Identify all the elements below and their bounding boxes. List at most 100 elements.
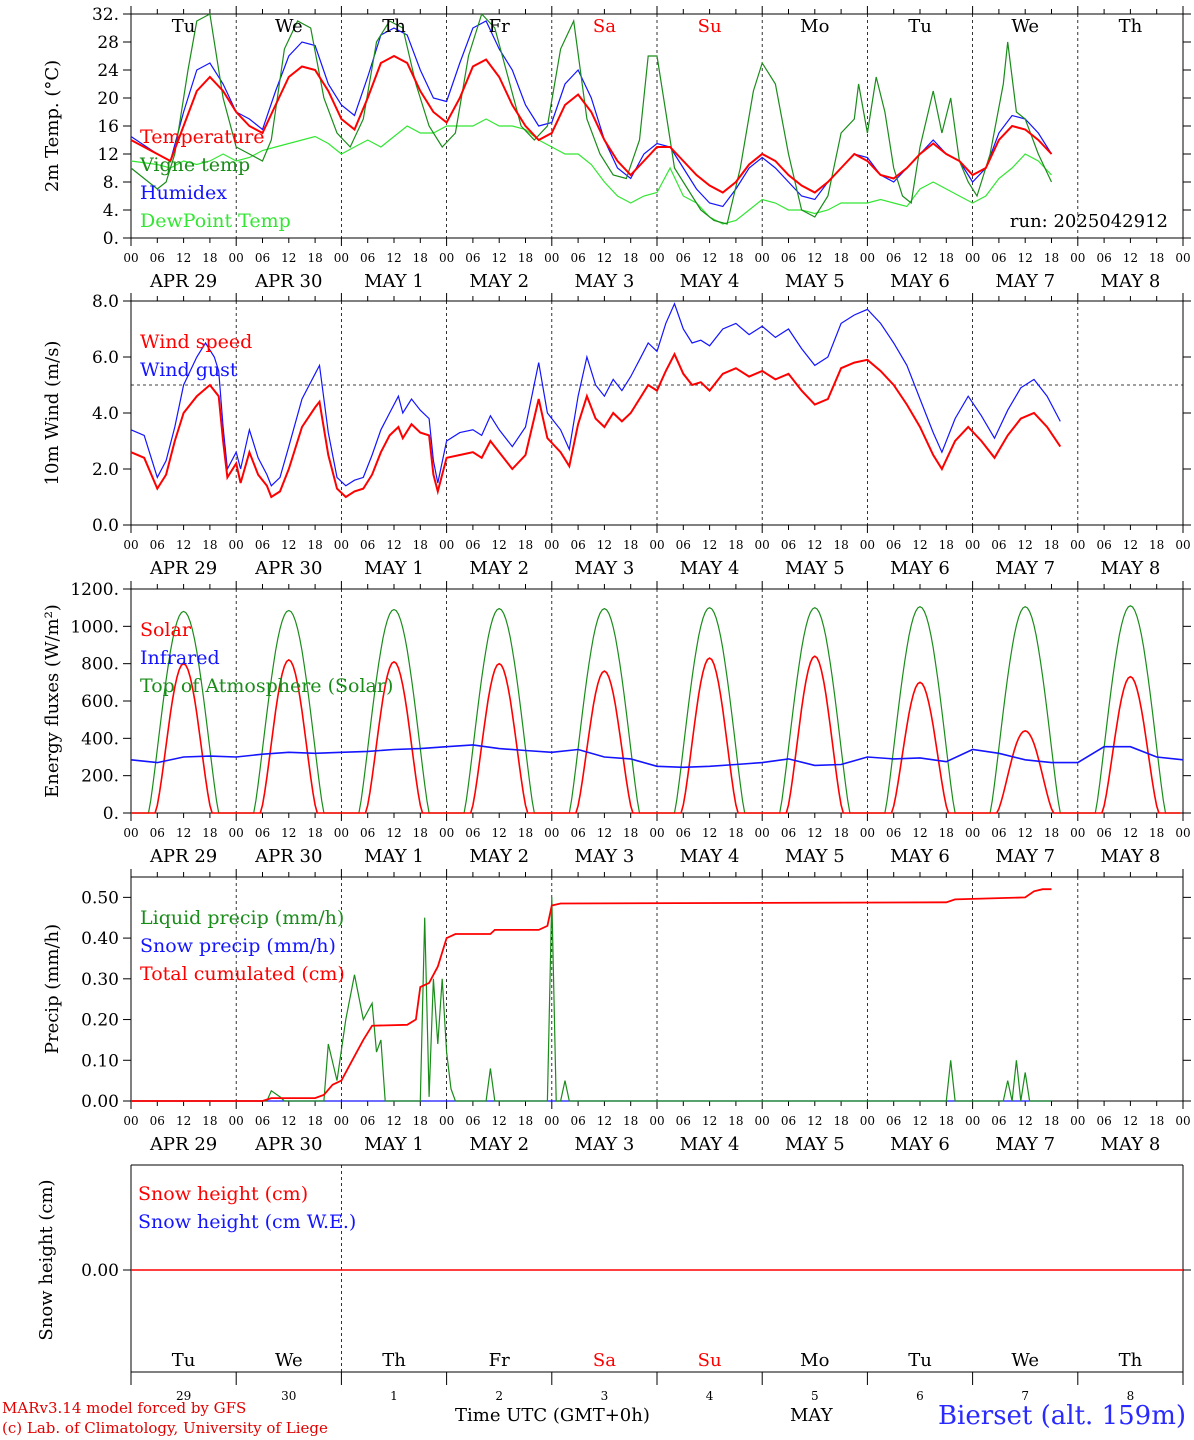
weekday-label: Th [382,16,406,37]
hour-tick-label: 12 [1123,251,1138,265]
hour-tick-label: 06 [1096,1114,1111,1128]
hour-tick-label: 12 [597,826,612,840]
hour-tick-label: 18 [623,538,638,552]
date-label: MAY 2 [469,1134,529,1155]
hour-tick-label: 18 [413,1114,428,1128]
hour-tick-label: 18 [833,1114,848,1128]
hour-tick-label: 18 [202,251,217,265]
hour-tick-label: 00 [860,538,875,552]
hour-tick-label: 00 [123,826,138,840]
hour-tick-label: 06 [360,826,375,840]
weekday-label: Su [698,16,722,37]
hour-tick-label: 12 [281,251,296,265]
y-tick-label: 0.50 [81,888,119,908]
legend-entry: Top of Atmosphere (Solar) [140,675,393,697]
hour-tick-label: 00 [229,1114,244,1128]
day-number: 1 [390,1389,398,1403]
y-tick-label: 0.30 [81,970,119,990]
legend-entry: DewPoint Temp [140,210,291,232]
hour-tick-label: 00 [965,538,980,552]
infrared-line [130,744,1184,769]
hour-tick-label: 06 [1096,251,1111,265]
hour-tick-label: 12 [176,538,191,552]
date-label: MAY 5 [785,271,845,292]
hour-tick-label: 06 [465,1114,480,1128]
hour-tick-label: 18 [518,538,533,552]
hour-tick-label: 18 [833,251,848,265]
hour-tick-label: 12 [912,826,927,840]
hour-tick-label: 18 [939,538,954,552]
legend-entry: Liquid precip (mm/h) [140,907,344,929]
hour-tick-label: 18 [1044,1114,1059,1128]
hour-tick-label: 00 [755,251,770,265]
y-tick-label: 8.0 [92,292,119,312]
weekday-label: We [275,16,303,37]
hour-tick-label: 18 [307,1114,322,1128]
hour-tick-label: 06 [886,1114,901,1128]
hour-tick-label: 06 [991,251,1006,265]
date-label: MAY 5 [785,1134,845,1155]
liquid-precip-line [131,897,1052,1102]
hour-tick-label: 06 [1096,538,1111,552]
date-label: MAY 1 [364,271,424,292]
hour-tick-label: 06 [360,538,375,552]
date-label: MAY 6 [890,846,950,867]
legend-entry: Snow precip (mm/h) [140,935,336,957]
hour-tick-label: 06 [150,826,165,840]
hour-tick-label: 12 [702,538,717,552]
hour-tick-label: 00 [1175,251,1190,265]
date-label: MAY 8 [1101,558,1161,579]
y-axis-label: Energy fluxes (W/m²) [42,604,63,798]
weekday-label: Tu [172,1350,196,1371]
hour-tick-label: 12 [1123,1114,1138,1128]
hour-tick-label: 12 [386,251,401,265]
date-label: MAY 6 [890,1134,950,1155]
date-label: APR 29 [149,271,217,292]
series-line-lime [130,118,1052,225]
hour-tick-label: 12 [807,826,822,840]
hour-tick-label: 18 [623,1114,638,1128]
hour-tick-label: 00 [439,826,454,840]
hour-tick-label: 12 [1123,538,1138,552]
y-tick-label: 0.10 [81,1051,119,1071]
hour-tick-label: 00 [860,251,875,265]
date-label: MAY 1 [364,558,424,579]
hour-tick-label: 12 [386,826,401,840]
hour-tick-label: 12 [281,826,296,840]
date-label: MAY 3 [575,846,635,867]
hour-tick-label: 18 [939,1114,954,1128]
hour-tick-label: 06 [991,826,1006,840]
hour-tick-label: 12 [702,251,717,265]
hour-tick-label: 00 [649,1114,664,1128]
date-label: MAY 2 [469,846,529,867]
run-label: run: 2025042912 [1010,211,1168,232]
hour-tick-label: 00 [649,538,664,552]
plot-frame-2 [130,588,1184,814]
lab-credit: (c) Lab. of Climatology, University of L… [2,1419,328,1437]
wind-gust-line [130,302,1061,487]
y-tick-label: 0. [103,229,119,249]
hour-tick-label: 18 [939,826,954,840]
hour-tick-label: 00 [544,251,559,265]
y-tick-label: 0.40 [81,929,119,949]
hour-tick-label: 00 [123,251,138,265]
hour-tick-label: 12 [492,538,507,552]
legend-entry: Wind gust [140,359,238,381]
weekday-label: Mo [800,16,829,37]
hour-tick-label: 06 [360,1114,375,1128]
y-tick-label: 600. [81,692,119,712]
series-line-red [130,54,1053,194]
hour-tick-label: 00 [439,538,454,552]
hour-tick-label: 12 [281,538,296,552]
day-number: 6 [916,1389,924,1403]
y-tick-label: 0.00 [81,1092,119,1112]
hour-tick-label: 06 [676,1114,691,1128]
date-label: MAY 6 [890,271,950,292]
y-tick-label: 32. [92,5,119,25]
hour-tick-label: 00 [544,826,559,840]
hour-tick-label: 00 [123,538,138,552]
y-tick-label: 2.0 [92,460,119,480]
hour-tick-label: 06 [150,251,165,265]
hour-tick-label: 06 [991,538,1006,552]
hour-tick-label: 00 [1070,1114,1085,1128]
